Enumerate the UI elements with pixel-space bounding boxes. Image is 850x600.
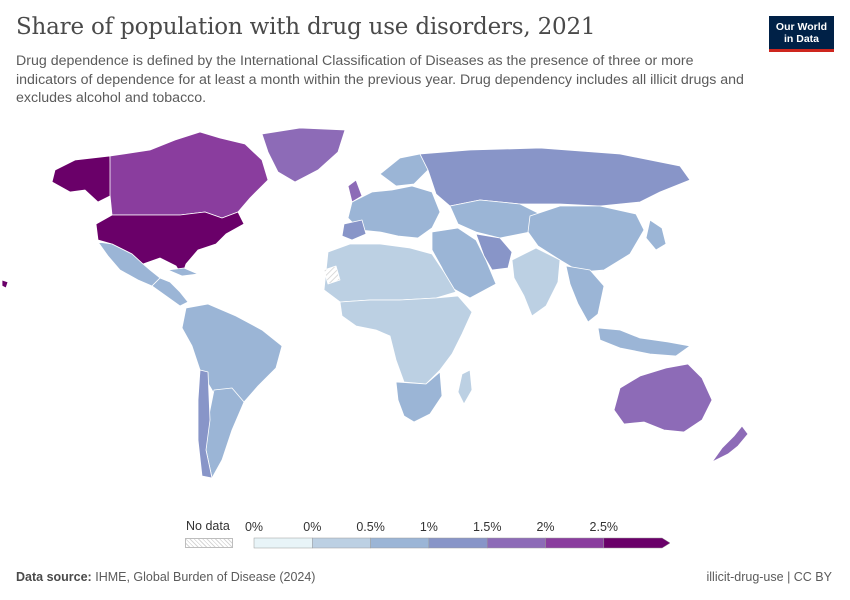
legend-tick-label: 2% [536,520,554,534]
legend-no-data-swatch [185,538,233,548]
region-argentina[interactable] [205,387,245,479]
region-scandinavia[interactable] [379,153,429,187]
legend-bin-1[interactable] [312,537,371,549]
logo-line-1: Our World [775,21,828,33]
region-spain[interactable] [341,219,367,241]
region-russia[interactable] [419,147,691,207]
region-central-america[interactable] [151,277,189,307]
legend-tick-label: 1% [420,520,438,534]
region-alaska[interactable] [51,155,113,203]
region-new-zealand[interactable] [711,425,749,463]
chart-subtitle: Drug dependence is defined by the Intern… [16,53,744,106]
region-chile[interactable] [197,369,213,479]
legend-tick-label: 1.5% [473,520,502,534]
region-japan[interactable] [645,219,667,251]
color-legend: 0% 0% 0.5% 1% 1.5% 2% 2.5% [245,520,670,549]
region-southern-africa[interactable] [395,371,443,423]
region-cuba[interactable] [167,267,199,277]
legend-tick-label: 2.5% [590,520,619,534]
legend-bin-3[interactable] [428,537,488,549]
region-canada[interactable] [109,131,269,219]
region-greenland[interactable] [261,127,346,183]
world-map[interactable] [0,120,850,495]
legend-tick-label: 0% [303,520,321,534]
legend-bin-5[interactable] [545,537,605,549]
region-southeast-asia[interactable] [565,265,605,323]
region-india[interactable] [511,247,561,317]
region-middle-east[interactable] [431,227,497,299]
legend-bin-2[interactable] [370,537,430,549]
region-united-states[interactable] [1,279,9,289]
region-indonesia[interactable] [597,327,691,357]
legend-tick-label: 0.5% [356,520,385,534]
region-western-sahara[interactable] [323,265,341,285]
region-sub-saharan-africa[interactable] [339,295,473,385]
logo-line-2: in Data [783,33,819,45]
chart-title: Share of population with drug use disord… [16,14,596,40]
legend-bin-0[interactable] [253,537,313,549]
data-source-label: Data source: [16,570,92,584]
region-madagascar[interactable] [457,369,473,405]
chart-slug-license[interactable]: illicit-drug-use | CC BY [706,570,832,584]
region-iran[interactable] [475,233,513,271]
region-australia[interactable] [613,363,713,433]
legend-no-data-label: No data [186,519,230,533]
region-united-kingdom[interactable] [347,179,363,203]
legend-bin-4[interactable] [486,537,546,549]
data-source: Data source: IHME, Global Burden of Dise… [16,570,315,584]
region-china[interactable] [527,205,645,273]
data-source-text[interactable]: IHME, Global Burden of Disease (2024) [95,570,316,584]
legend-tick-label: 0% [245,520,263,534]
legend-bin-6[interactable] [603,537,670,549]
owid-logo[interactable]: Our World in Data [769,16,834,52]
